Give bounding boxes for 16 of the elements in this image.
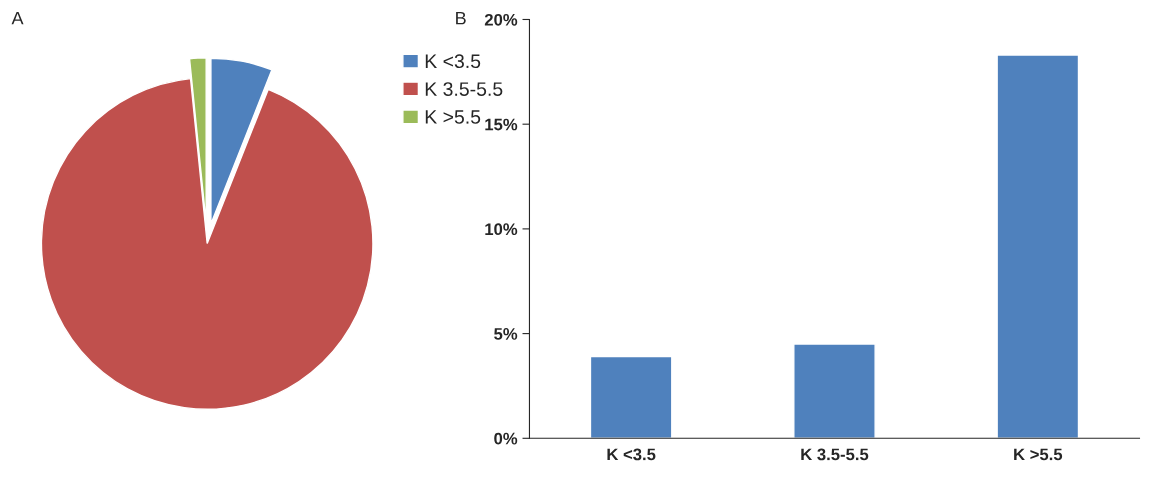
legend-label: K >5.5 bbox=[425, 110, 481, 124]
bar bbox=[589, 355, 673, 439]
y-tick-label: 20% bbox=[484, 13, 518, 26]
y-tick-label: 0% bbox=[494, 432, 518, 445]
y-tick-label: 15% bbox=[485, 118, 518, 131]
legend-label: K <3.5 bbox=[425, 54, 481, 69]
bar bbox=[793, 343, 876, 439]
legend-label: K 3.5-5.5 bbox=[425, 82, 503, 96]
text: B bbox=[456, 11, 466, 25]
y-tick-label: 5% bbox=[494, 328, 518, 340]
bar bbox=[996, 54, 1080, 439]
y-tick-label: 10% bbox=[485, 223, 518, 236]
x-tick-label: K >5.5 bbox=[1014, 448, 1063, 461]
x-tick-label: K 3.5-5.5 bbox=[801, 448, 869, 461]
text: A bbox=[11, 11, 24, 25]
x-tick-label: K <3.5 bbox=[607, 448, 656, 461]
